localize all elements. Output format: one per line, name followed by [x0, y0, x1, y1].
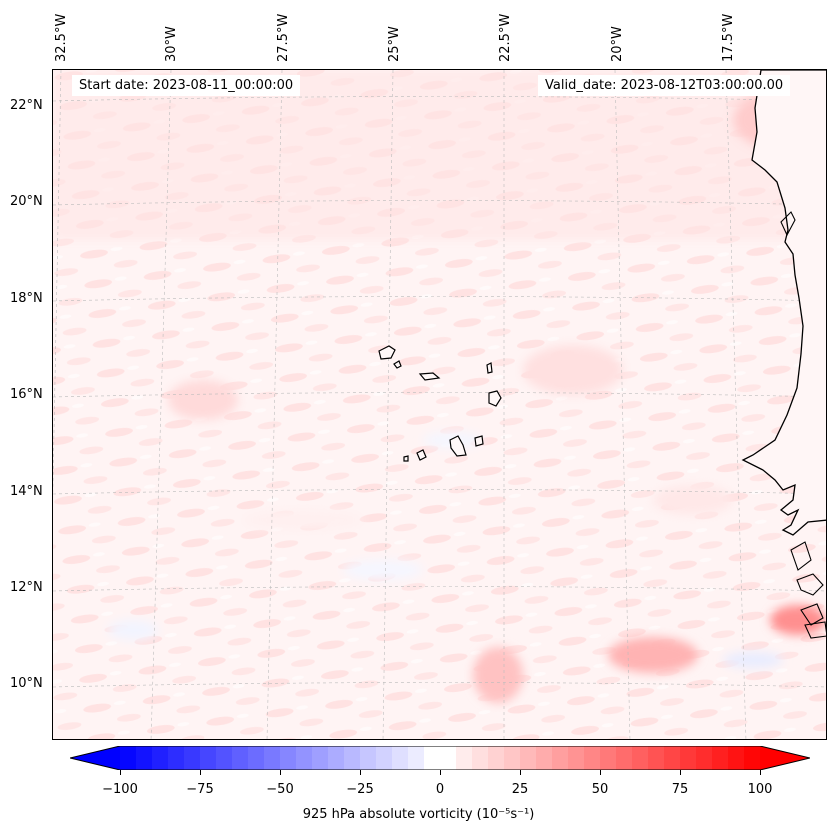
colorbar-segment: [584, 746, 601, 770]
cape-verde-islands: [378, 345, 502, 462]
colorbar-segment: [472, 746, 489, 770]
colorbar-tick: [600, 770, 601, 775]
colorbar-tick: [680, 770, 681, 775]
colorbar-segment: [632, 746, 649, 770]
colorbar-segment: [232, 746, 249, 770]
colorbar-tick-label: 75: [671, 782, 689, 797]
colorbar-segment: [696, 746, 713, 770]
lon-label-17-5w: 17.5°W: [721, 13, 736, 62]
valid-date-label: Valid_date: 2023-08-12T03:00:00.00: [538, 75, 791, 96]
colorbar-tick: [520, 770, 521, 775]
colorbar-segment: [456, 746, 473, 770]
colorbar-segment: [152, 746, 169, 770]
colorbar-segment: [488, 746, 505, 770]
vorticity-colorbar: [70, 746, 810, 770]
colorbar-segment: [728, 746, 745, 770]
colorbar-segment: [216, 746, 233, 770]
colorbar-segment: [328, 746, 345, 770]
colorbar-tick-label: −50: [266, 782, 294, 797]
vorticity-map[interactable]: [52, 69, 827, 740]
lat-label-12n: 12°N: [10, 580, 43, 595]
colorbar-segment: [312, 746, 329, 770]
colorbar-tick-label: −75: [186, 782, 214, 797]
colorbar-tick: [440, 770, 441, 775]
colorbar-segment: [264, 746, 281, 770]
west-africa-coastline: [741, 70, 826, 536]
lon-label-27-5w: 27.5°W: [276, 13, 291, 62]
colorbar-tick-label: 100: [747, 782, 773, 797]
colorbar-segment: [536, 746, 553, 770]
map-gridlines: [53, 70, 826, 739]
colorbar-segment: [424, 746, 441, 770]
colorbar-segment: [664, 746, 681, 770]
colorbar-segment: [120, 746, 137, 770]
colorbar-segment: [392, 746, 409, 770]
colorbar-segment: [504, 746, 521, 770]
colorbar-segment: [440, 746, 457, 770]
colorbar-segment: [616, 746, 633, 770]
colorbar-tick-label: 50: [591, 782, 609, 797]
colorbar-tick: [280, 770, 281, 775]
colorbar-segment: [248, 746, 265, 770]
colorbar-segment: [296, 746, 313, 770]
colorbar-min-extend-arrow: [70, 746, 120, 770]
colorbar-segment: [344, 746, 361, 770]
colorbar-segment: [408, 746, 425, 770]
lon-label-25w: 25°W: [387, 26, 402, 62]
colorbar-segment: [184, 746, 201, 770]
colorbar-segment: [680, 746, 697, 770]
colorbar-segment: [744, 746, 761, 770]
colorbar-segment: [200, 746, 217, 770]
colorbar-tick: [360, 770, 361, 775]
colorbar-segment: [520, 746, 537, 770]
colorbar-tick: [760, 770, 761, 775]
lat-label-20n: 20°N: [10, 194, 43, 209]
colorbar-tick: [120, 770, 121, 775]
colorbar-tick-label: −100: [102, 782, 138, 797]
colorbar-segment: [136, 746, 153, 770]
lon-label-20w: 20°W: [610, 26, 625, 62]
lat-label-18n: 18°N: [10, 291, 43, 306]
colorbar-segment: [568, 746, 585, 770]
lat-label-22n: 22°N: [10, 98, 43, 113]
coastal-islands-africa: [780, 211, 826, 639]
colorbar-title: 925 hPa absolute vorticity (10⁻⁵s⁻¹): [302, 807, 535, 822]
lon-label-22-5w: 22.5°W: [498, 13, 513, 62]
start-date-label: Start date: 2023-08-11_00:00:00: [72, 75, 301, 96]
lon-label-30w: 30°W: [164, 26, 179, 62]
lat-label-16n: 16°N: [10, 387, 43, 402]
colorbar-segment: [600, 746, 617, 770]
colorbar-segment: [648, 746, 665, 770]
colorbar-tick-label: 0: [435, 782, 445, 797]
colorbar-tick-label: 25: [511, 782, 529, 797]
colorbar-segment: [712, 746, 729, 770]
lat-label-14n: 14°N: [10, 484, 43, 499]
colorbar-max-extend-arrow: [760, 746, 810, 770]
colorbar-segment: [376, 746, 393, 770]
lon-label-32-5w: 32.5°W: [54, 13, 69, 62]
colorbar-tick: [200, 770, 201, 775]
colorbar-segment: [280, 746, 297, 770]
colorbar-segment: [168, 746, 185, 770]
colorbar-tick-label: −25: [346, 782, 374, 797]
colorbar-segment: [552, 746, 569, 770]
lat-label-10n: 10°N: [10, 676, 43, 691]
colorbar-segment: [360, 746, 377, 770]
